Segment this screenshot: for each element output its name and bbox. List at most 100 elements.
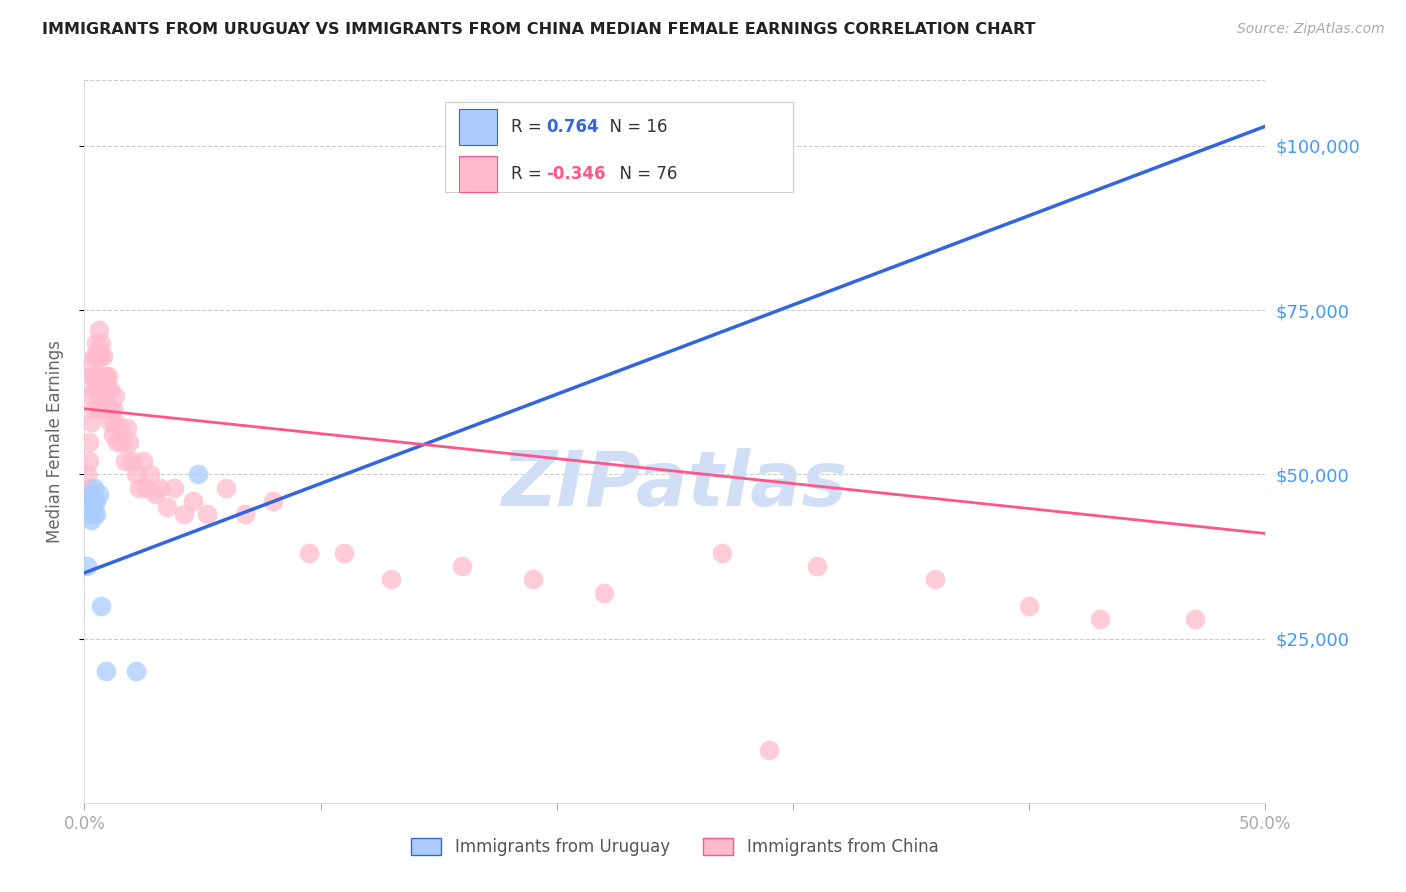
Point — [94, 368, 117, 383]
Point — [1018, 599, 1040, 613]
FancyBboxPatch shape — [458, 109, 496, 145]
Point — [84, 493, 107, 508]
Point — [451, 559, 474, 574]
Point — [83, 481, 105, 495]
Legend: Immigrants from Uruguay, Immigrants from China: Immigrants from Uruguay, Immigrants from… — [405, 831, 945, 863]
Point — [132, 454, 155, 468]
Point — [121, 454, 143, 468]
Point — [98, 415, 121, 429]
Point — [156, 500, 179, 515]
Point — [111, 434, 134, 449]
Point — [149, 481, 172, 495]
Point — [91, 382, 114, 396]
Point — [758, 743, 780, 757]
Point — [593, 585, 616, 599]
Text: N = 16: N = 16 — [599, 119, 668, 136]
Point — [143, 487, 166, 501]
Point — [924, 573, 946, 587]
Point — [115, 421, 138, 435]
Point — [97, 368, 120, 383]
Point — [522, 573, 544, 587]
Point — [90, 368, 112, 383]
Point — [77, 507, 100, 521]
Point — [83, 349, 105, 363]
Point — [80, 368, 103, 383]
Point — [104, 388, 127, 402]
Point — [98, 401, 121, 416]
Point — [125, 665, 148, 679]
Point — [107, 434, 129, 449]
Point — [83, 401, 105, 416]
Point — [187, 467, 209, 482]
Point — [87, 388, 110, 402]
Point — [84, 368, 107, 383]
Point — [80, 487, 103, 501]
Point — [77, 493, 100, 508]
Point — [84, 382, 107, 396]
Point — [83, 382, 105, 396]
Text: 0.764: 0.764 — [546, 119, 599, 136]
Point — [76, 559, 98, 574]
Point — [262, 493, 284, 508]
Point — [97, 401, 120, 416]
Text: N = 76: N = 76 — [609, 165, 678, 183]
Point — [233, 507, 256, 521]
Point — [90, 349, 112, 363]
Point — [91, 368, 114, 383]
Point — [90, 599, 112, 613]
Point — [84, 349, 107, 363]
Point — [114, 454, 136, 468]
Point — [83, 507, 105, 521]
Text: R =: R = — [510, 119, 547, 136]
Point — [104, 415, 127, 429]
Point — [87, 487, 110, 501]
Point — [98, 382, 121, 396]
Text: Source: ZipAtlas.com: Source: ZipAtlas.com — [1237, 22, 1385, 37]
Point — [333, 546, 356, 560]
Point — [80, 415, 103, 429]
Point — [1184, 612, 1206, 626]
Point — [173, 507, 195, 521]
FancyBboxPatch shape — [444, 102, 793, 193]
Point — [298, 546, 321, 560]
Point — [97, 382, 120, 396]
Y-axis label: Median Female Earnings: Median Female Earnings — [45, 340, 63, 543]
Point — [101, 428, 124, 442]
Point — [101, 401, 124, 416]
Point — [215, 481, 238, 495]
Point — [195, 507, 218, 521]
Point — [91, 349, 114, 363]
Point — [1088, 612, 1111, 626]
Point — [77, 434, 100, 449]
Point — [806, 559, 828, 574]
Text: R =: R = — [510, 165, 547, 183]
Point — [94, 388, 117, 402]
Point — [84, 336, 107, 351]
Point — [139, 467, 162, 482]
Point — [87, 368, 110, 383]
Point — [77, 481, 100, 495]
Point — [125, 467, 148, 482]
Point — [80, 500, 103, 515]
Point — [80, 356, 103, 370]
FancyBboxPatch shape — [458, 156, 496, 193]
Point — [94, 665, 117, 679]
Point — [84, 507, 107, 521]
Point — [76, 487, 98, 501]
Point — [135, 481, 157, 495]
Point — [118, 434, 141, 449]
Point — [87, 323, 110, 337]
Point — [181, 493, 204, 508]
Point — [76, 467, 98, 482]
Point — [87, 349, 110, 363]
Point — [83, 493, 105, 508]
Text: ZIPatlas: ZIPatlas — [502, 448, 848, 522]
Point — [128, 481, 150, 495]
Text: -0.346: -0.346 — [546, 165, 606, 183]
Point — [90, 401, 112, 416]
Point — [77, 454, 100, 468]
Point — [90, 382, 112, 396]
Point — [108, 421, 131, 435]
Text: IMMIGRANTS FROM URUGUAY VS IMMIGRANTS FROM CHINA MEDIAN FEMALE EARNINGS CORRELAT: IMMIGRANTS FROM URUGUAY VS IMMIGRANTS FR… — [42, 22, 1036, 37]
Point — [380, 573, 402, 587]
